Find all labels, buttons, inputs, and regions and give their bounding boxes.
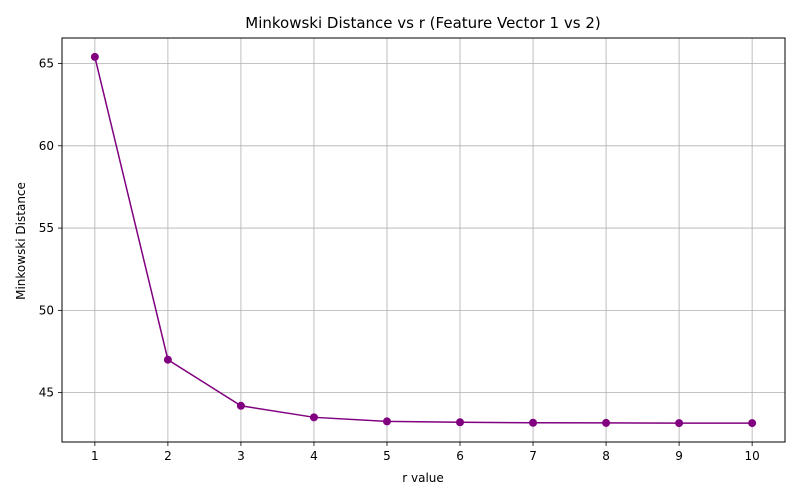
data-point <box>675 419 684 428</box>
series-layer <box>90 52 757 428</box>
y-tick-label: 45 <box>39 386 54 400</box>
x-ticks: 1 2 3 4 5 6 7 8 9 10 <box>91 442 760 463</box>
x-tick-label: 5 <box>383 449 391 463</box>
data-point <box>90 52 99 61</box>
data-point <box>748 419 757 428</box>
x-tick-label: 8 <box>602 449 610 463</box>
x-tick-label: 9 <box>675 449 683 463</box>
chart-title: Minkowski Distance vs r (Feature Vector … <box>245 14 600 32</box>
y-axis-label: Minkowski Distance <box>14 182 28 300</box>
data-point <box>236 401 245 410</box>
y-tick-label: 65 <box>39 57 54 71</box>
y-tick-label: 60 <box>39 139 54 153</box>
x-axis-label: r value <box>402 471 444 485</box>
x-tick-label: 4 <box>310 449 318 463</box>
data-point <box>309 413 318 422</box>
plot-frame <box>61 37 786 443</box>
data-point <box>456 418 465 427</box>
x-tick-label: 1 <box>91 449 99 463</box>
data-point <box>602 418 611 427</box>
x-tick-label: 3 <box>237 449 245 463</box>
data-point <box>163 355 172 364</box>
series-line <box>94 56 753 424</box>
y-ticks: 45 50 55 60 65 <box>39 57 62 400</box>
y-tick-label: 50 <box>39 303 54 317</box>
x-tick-label: 2 <box>164 449 172 463</box>
data-point <box>382 417 391 426</box>
x-tick-label: 7 <box>529 449 537 463</box>
x-tick-label: 6 <box>456 449 464 463</box>
grid <box>62 38 785 442</box>
data-point <box>529 418 538 427</box>
x-tick-label: 10 <box>744 449 759 463</box>
y-tick-label: 55 <box>39 221 54 235</box>
